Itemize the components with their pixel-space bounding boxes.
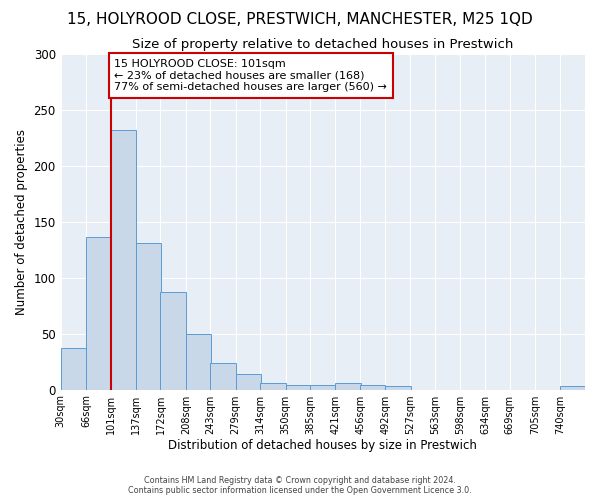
Bar xyxy=(211,363,236,390)
Y-axis label: Number of detached properties: Number of detached properties xyxy=(15,129,28,315)
Bar xyxy=(335,383,361,390)
Bar xyxy=(260,383,286,390)
Bar xyxy=(310,385,335,390)
Bar xyxy=(186,334,211,390)
Title: Size of property relative to detached houses in Prestwich: Size of property relative to detached ho… xyxy=(132,38,514,51)
Bar xyxy=(86,236,111,390)
Bar xyxy=(236,374,261,390)
X-axis label: Distribution of detached houses by size in Prestwich: Distribution of detached houses by size … xyxy=(169,440,477,452)
Bar xyxy=(160,292,186,390)
Text: Contains HM Land Registry data © Crown copyright and database right 2024.
Contai: Contains HM Land Registry data © Crown c… xyxy=(128,476,472,495)
Bar xyxy=(360,385,385,390)
Bar xyxy=(385,386,410,390)
Text: 15, HOLYROOD CLOSE, PRESTWICH, MANCHESTER, M25 1QD: 15, HOLYROOD CLOSE, PRESTWICH, MANCHESTE… xyxy=(67,12,533,28)
Bar xyxy=(61,348,86,390)
Bar xyxy=(136,243,161,390)
Bar xyxy=(286,385,311,390)
Bar xyxy=(110,130,136,390)
Bar xyxy=(560,386,585,390)
Text: 15 HOLYROOD CLOSE: 101sqm
← 23% of detached houses are smaller (168)
77% of semi: 15 HOLYROOD CLOSE: 101sqm ← 23% of detac… xyxy=(114,59,387,92)
